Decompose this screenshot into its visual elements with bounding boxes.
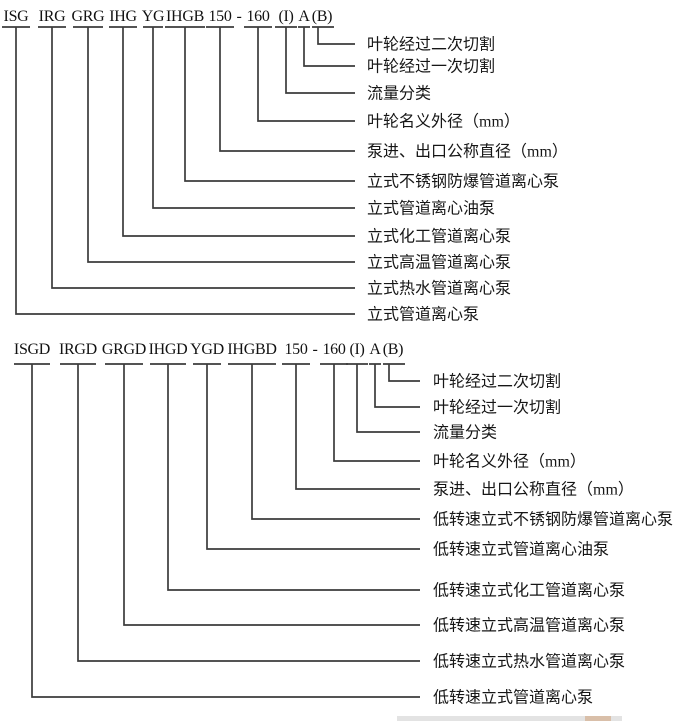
diagram-label: 立式热水管道离心泵	[367, 280, 511, 298]
section-low-speed-vertical-pumps: ISGD IRGD GRGD IHGD YGD IHGBD 150 - 160 …	[14, 341, 673, 707]
connector-line	[383, 363, 420, 382]
connector-line	[320, 363, 420, 462]
connector-line	[109, 26, 355, 237]
code-token: GRG	[72, 8, 106, 25]
bottom-edge-artifact	[397, 716, 622, 721]
section-vertical-pumps: ISG IRG GRG IHG YG IHGB 150 - 160 (I) A …	[2, 8, 568, 324]
code-token: YGD	[190, 341, 224, 358]
diagram-label: 立式高温管道离心泵	[367, 254, 511, 272]
diagram-label: 叶轮经过一次切割	[433, 399, 561, 417]
connector-line	[14, 363, 420, 698]
code-token: 160	[322, 341, 345, 358]
diagram-label: 低转速立式高温管道离心泵	[433, 617, 625, 635]
connector-line	[206, 26, 355, 152]
diagram-label: 泵进、出口公称直径（mm）	[433, 481, 634, 499]
diagram-label: 立式化工管道离心泵	[367, 228, 511, 246]
diagram-label: 叶轮经过二次切割	[433, 373, 561, 391]
connector-line	[150, 363, 420, 591]
code-token: ISGD	[14, 341, 50, 358]
code-token: A	[298, 8, 310, 25]
connector-line	[73, 26, 355, 263]
code-token: -	[236, 8, 241, 25]
code-token: IRG	[39, 8, 66, 25]
connector-line	[369, 363, 420, 408]
code-token: A	[369, 341, 381, 358]
diagram-label: 叶轮名义外径（mm）	[433, 453, 586, 471]
code-token: GRGD	[102, 341, 146, 358]
diagram-label: 立式管道离心油泵	[367, 200, 495, 218]
code-token: (I)	[349, 341, 364, 358]
code-token: -	[312, 341, 317, 358]
code-token: IHG	[109, 8, 137, 25]
code-token: (B)	[383, 341, 403, 358]
diagram-label: 低转速立式管道离心油泵	[433, 541, 609, 559]
code-token: 150	[284, 341, 307, 358]
connector-line	[60, 363, 420, 662]
diagram-label: 流量分类	[367, 85, 431, 103]
bottom-edge-artifact	[585, 716, 611, 721]
connector-line	[228, 363, 420, 520]
code-token: IHGD	[149, 341, 188, 358]
connector-line	[105, 363, 420, 626]
diagram-label: 立式管道离心泵	[367, 306, 479, 324]
diagram-label: 叶轮经过一次切割	[367, 58, 495, 76]
code-token: (B)	[312, 8, 332, 25]
diagram-label: 叶轮经过二次切割	[367, 36, 495, 54]
diagram-label: 低转速立式不锈钢防爆管道离心泵	[433, 510, 673, 529]
connector-line	[244, 26, 355, 122]
code-token: 150	[208, 8, 231, 25]
diagram-label: 低转速立式化工管道离心泵	[433, 582, 625, 600]
connector-line	[193, 363, 420, 550]
diagram-label: 叶轮名义外径（mm）	[367, 113, 520, 131]
connector-line	[143, 26, 355, 209]
code-token: ISG	[4, 8, 30, 25]
connector-line	[346, 363, 420, 433]
connector-line	[275, 26, 355, 94]
code-token: 160	[246, 8, 269, 25]
diagram-label: 低转速立式管道离心泵	[433, 689, 593, 707]
connector-line	[165, 26, 355, 182]
diagram-label: 立式不锈钢防爆管道离心泵	[367, 172, 559, 191]
connector-line	[2, 26, 355, 315]
diagram-label: 低转速立式热水管道离心泵	[433, 653, 625, 671]
connector-line	[298, 26, 355, 67]
code-token: YG	[142, 8, 165, 25]
code-token: IHGB	[166, 8, 204, 25]
connector-line	[282, 363, 420, 490]
connector-line	[312, 26, 355, 45]
code-token: IHGBD	[227, 341, 276, 358]
connector-line	[38, 26, 355, 289]
code-token: (I)	[278, 8, 293, 25]
code-token: IRGD	[59, 341, 97, 358]
diagram-label: 流量分类	[433, 424, 497, 442]
diagram-label: 泵进、出口公称直径（mm）	[367, 143, 568, 161]
